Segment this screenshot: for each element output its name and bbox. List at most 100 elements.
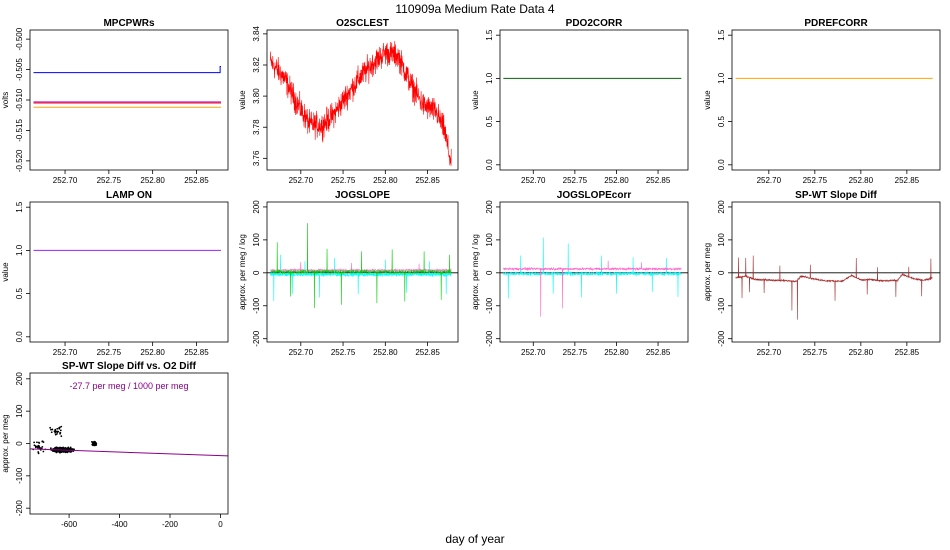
x-tick-label: 252.75 bbox=[563, 176, 588, 185]
scatter-point bbox=[56, 433, 58, 435]
y-tick-label: -0.505 bbox=[15, 58, 24, 81]
y-axis-label: value bbox=[238, 90, 247, 110]
y-tick-label: 200 bbox=[15, 372, 24, 386]
y-tick-label: 200 bbox=[252, 200, 261, 214]
y-axis-label: approx. per meg / log bbox=[238, 234, 247, 310]
x-tick-label: 252.70 bbox=[757, 176, 782, 185]
plot-area bbox=[732, 255, 940, 320]
scatter-point bbox=[91, 443, 94, 446]
scatter-point bbox=[59, 429, 62, 432]
scatter-point bbox=[54, 429, 57, 432]
panel-mpcpwrs: MPCPWRs volts 252.70 252.75 252.80 252.85 -0.5… bbox=[1, 18, 229, 185]
plot-area bbox=[267, 223, 458, 309]
panel-jogslopecorr: JOGSLOPEcorr approx. per meg / log 252.70 2… bbox=[471, 190, 689, 357]
y-tick-label: 1.5 bbox=[717, 29, 726, 41]
x-tick-label: 252.85 bbox=[895, 176, 920, 185]
y-tick-label: 1.5 bbox=[485, 29, 494, 41]
x-tick-label: 252.70 bbox=[289, 348, 314, 357]
scatter-point bbox=[69, 446, 72, 449]
panel-o2sclest: O2SCLEST value 252.70 252.75 252.80 252.85 3.7… bbox=[238, 18, 459, 185]
panel-pdrefcorr: PDREFCORR value 252.70 252.75 252.80 252.85 0.… bbox=[703, 18, 941, 185]
panel-lampon: LAMP ON value 252.70 252.75 252.80 252.85 0.0 0… bbox=[1, 190, 229, 357]
y-tick-label: 0 bbox=[485, 270, 494, 275]
y-tick-label: 0 bbox=[252, 270, 261, 275]
panels-group: MPCPWRs volts 252.70 252.75 252.80 252.85 -0.5… bbox=[1, 18, 941, 529]
y-axis-label: volts bbox=[1, 92, 10, 108]
series-line bbox=[270, 40, 452, 166]
panel-pdo2corr: PDO2CORR value 252.70 252.75 252.80 252.85 0.0… bbox=[471, 18, 689, 185]
x-tick-label: 252.75 bbox=[97, 176, 122, 185]
scatter-point bbox=[66, 447, 69, 450]
plot-frame bbox=[266, 29, 459, 171]
y-axis-label: value bbox=[703, 90, 712, 110]
y-tick-label: -100 bbox=[717, 297, 726, 314]
y-tick-label: -0.510 bbox=[15, 88, 24, 111]
y-tick-label: 3.82 bbox=[252, 57, 261, 73]
scatter-point bbox=[38, 442, 41, 444]
scatter-point bbox=[50, 428, 52, 431]
scatter-point bbox=[59, 432, 61, 435]
y-axis-label: approx. per meg bbox=[1, 414, 10, 472]
y-tick-label: -100 bbox=[252, 297, 261, 314]
plot-frame bbox=[731, 201, 941, 343]
y-tick-label: 200 bbox=[717, 200, 726, 214]
y-tick-label: 0.5 bbox=[15, 287, 24, 299]
scatter-point bbox=[58, 450, 61, 453]
plot-area bbox=[30, 425, 228, 457]
x-tick-label: 252.85 bbox=[184, 348, 209, 357]
y-tick-label: 3.76 bbox=[252, 150, 261, 166]
panel-title: PDREFCORR bbox=[804, 18, 868, 29]
y-tick-label: -100 bbox=[485, 297, 494, 314]
fit-annotation: -27.7 per meg / 1000 per meg bbox=[69, 381, 188, 391]
panel-spwt: SP-WT Slope Diff approx. per meg 252.70 252… bbox=[703, 190, 941, 357]
scatter-point bbox=[52, 450, 54, 453]
y-tick-label: 0.0 bbox=[15, 331, 24, 343]
x-tick-label: 252.75 bbox=[97, 348, 122, 357]
y-tick-label: 3.78 bbox=[252, 119, 261, 135]
panel-title: LAMP ON bbox=[106, 190, 152, 201]
y-tick-label: 3.80 bbox=[252, 88, 261, 104]
scatter-point bbox=[64, 450, 67, 453]
scatter-point bbox=[56, 430, 58, 433]
scatter-point bbox=[34, 445, 37, 448]
x-tick-label: -200 bbox=[162, 520, 179, 529]
y-axis-label: value bbox=[1, 262, 10, 282]
x-tick-label: 252.80 bbox=[373, 176, 398, 185]
scatter-point bbox=[37, 445, 40, 448]
y-tick-label: 1.5 bbox=[15, 201, 24, 213]
figure-xlabel: day of year bbox=[445, 532, 504, 546]
series-line bbox=[270, 223, 452, 309]
scatter-point bbox=[62, 447, 65, 450]
y-tick-label: 0 bbox=[717, 270, 726, 275]
fit-line bbox=[30, 448, 228, 457]
scatter-point bbox=[58, 427, 61, 430]
plot-area bbox=[500, 237, 688, 317]
y-tick-label: -200 bbox=[717, 330, 726, 347]
y-tick-label: 1.0 bbox=[15, 244, 24, 256]
panel-scatter: SP-WT Slope Diff vs. O2 Diff approx. per … bbox=[1, 361, 229, 529]
y-tick-label: -200 bbox=[15, 500, 24, 517]
panel-title: JOGSLOPE bbox=[335, 190, 390, 201]
plot-frame bbox=[499, 201, 689, 343]
scatter-point bbox=[50, 431, 53, 434]
y-tick-label: 100 bbox=[252, 233, 261, 247]
x-tick-label: 252.80 bbox=[373, 348, 398, 357]
scatter-point bbox=[56, 447, 59, 450]
plot-frame bbox=[29, 29, 229, 171]
x-tick-label: 252.75 bbox=[331, 176, 356, 185]
series-line bbox=[33, 66, 221, 74]
figure-title: 110909a Medium Rate Data 4 bbox=[395, 2, 555, 16]
x-tick-label: -600 bbox=[61, 520, 78, 529]
x-tick-label: 252.85 bbox=[646, 348, 671, 357]
scatter-point bbox=[95, 444, 98, 446]
scatter-point bbox=[49, 426, 52, 429]
panel-title: O2SCLEST bbox=[336, 18, 389, 29]
plot-frame bbox=[266, 201, 459, 343]
y-tick-label: 1.0 bbox=[485, 72, 494, 84]
scatter-point bbox=[36, 441, 38, 444]
y-tick-label: 0.5 bbox=[717, 115, 726, 127]
y-axis-label: approx. per meg / log bbox=[471, 234, 480, 310]
series-line bbox=[503, 237, 682, 299]
plot-frame bbox=[499, 29, 689, 171]
